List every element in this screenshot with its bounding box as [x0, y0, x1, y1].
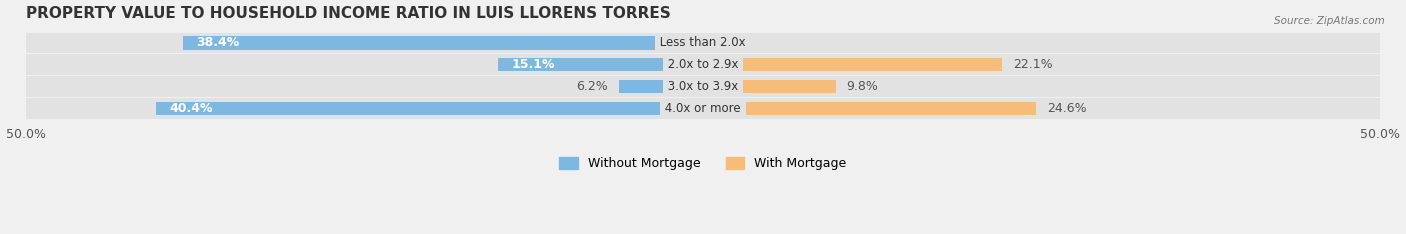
Text: PROPERTY VALUE TO HOUSEHOLD INCOME RATIO IN LUIS LLORENS TORRES: PROPERTY VALUE TO HOUSEHOLD INCOME RATIO… [25, 6, 671, 21]
Bar [25, 98, 1381, 119]
Bar [156, 102, 703, 115]
Bar [25, 55, 1381, 75]
Text: 0.0%: 0.0% [714, 37, 745, 49]
Bar [25, 76, 1381, 97]
Text: 15.1%: 15.1% [512, 58, 555, 71]
Bar [183, 36, 703, 50]
Text: 40.4%: 40.4% [169, 102, 212, 115]
Bar [498, 58, 703, 71]
Text: 3.0x to 3.9x: 3.0x to 3.9x [664, 80, 742, 93]
Legend: Without Mortgage, With Mortgage: Without Mortgage, With Mortgage [554, 152, 852, 175]
Text: Source: ZipAtlas.com: Source: ZipAtlas.com [1274, 16, 1385, 26]
Text: 24.6%: 24.6% [1047, 102, 1087, 115]
Bar [25, 33, 1381, 53]
Bar [703, 102, 1036, 115]
Bar [703, 80, 835, 93]
Bar [703, 58, 1002, 71]
Text: 9.8%: 9.8% [846, 80, 879, 93]
Text: 6.2%: 6.2% [576, 80, 609, 93]
Text: 38.4%: 38.4% [197, 37, 239, 49]
Text: 22.1%: 22.1% [1014, 58, 1053, 71]
Bar [619, 80, 703, 93]
Text: 2.0x to 2.9x: 2.0x to 2.9x [664, 58, 742, 71]
Text: Less than 2.0x: Less than 2.0x [657, 37, 749, 49]
Text: 4.0x or more: 4.0x or more [661, 102, 745, 115]
